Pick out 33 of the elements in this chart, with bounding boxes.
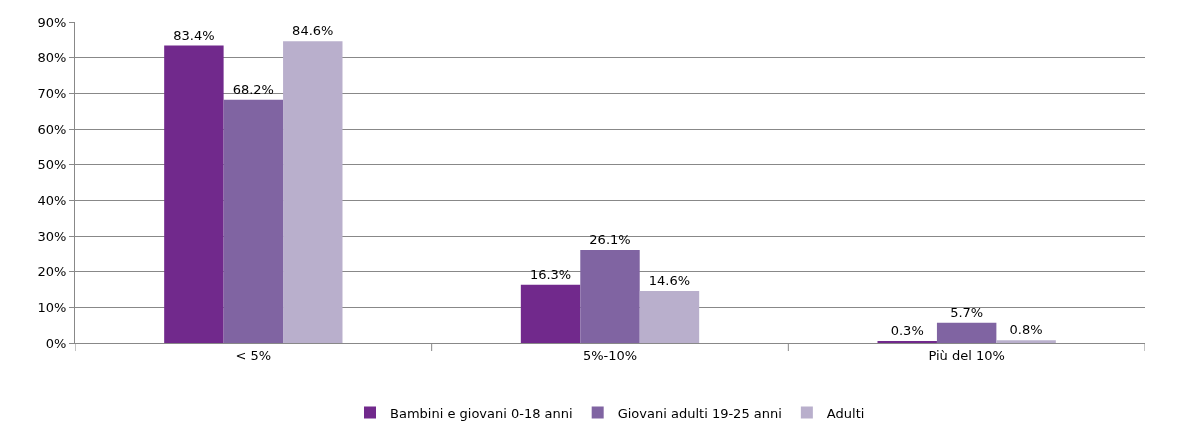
y-tick-label: 80% — [37, 50, 67, 66]
data-label: 84.6% — [292, 23, 334, 39]
bar — [283, 41, 343, 343]
legend-label: Adulti — [826, 405, 865, 421]
bar — [580, 249, 640, 343]
data-label: 5.7% — [950, 304, 984, 320]
bar — [936, 322, 997, 343]
data-label: 68.2% — [232, 81, 274, 97]
data-label: 26.1% — [589, 231, 631, 247]
bar — [996, 340, 1056, 343]
data-label: 16.3% — [529, 266, 572, 282]
y-tick-label: 70% — [37, 85, 67, 101]
bar — [520, 284, 581, 343]
y-tick-label: 10% — [37, 299, 67, 315]
x-tick-label: < 5% — [235, 347, 272, 363]
y-tick-label: 40% — [37, 192, 67, 208]
data-label: 0.3% — [890, 323, 924, 338]
data-label: 14.6% — [648, 272, 691, 288]
bar — [164, 45, 224, 343]
y-tick-label: 90% — [37, 14, 67, 30]
y-tick-label: 60% — [37, 121, 67, 137]
bar — [639, 290, 700, 343]
bar — [223, 99, 284, 343]
data-label: 83.4% — [173, 27, 215, 43]
data-label: 0.8% — [1009, 322, 1043, 338]
x-tick-label: 5%-10% — [582, 347, 638, 363]
legend-label: Bambini e giovani 0-18 anni — [390, 405, 573, 421]
y-tick-label: 0% — [45, 335, 67, 351]
legend-label: Giovani adulti 19-25 anni — [617, 405, 782, 421]
y-tick-label: 20% — [37, 264, 67, 280]
y-tick-label: 50% — [37, 157, 67, 173]
y-tick-label: 30% — [37, 228, 67, 244]
x-tick-label: Più del 10% — [928, 347, 1005, 363]
